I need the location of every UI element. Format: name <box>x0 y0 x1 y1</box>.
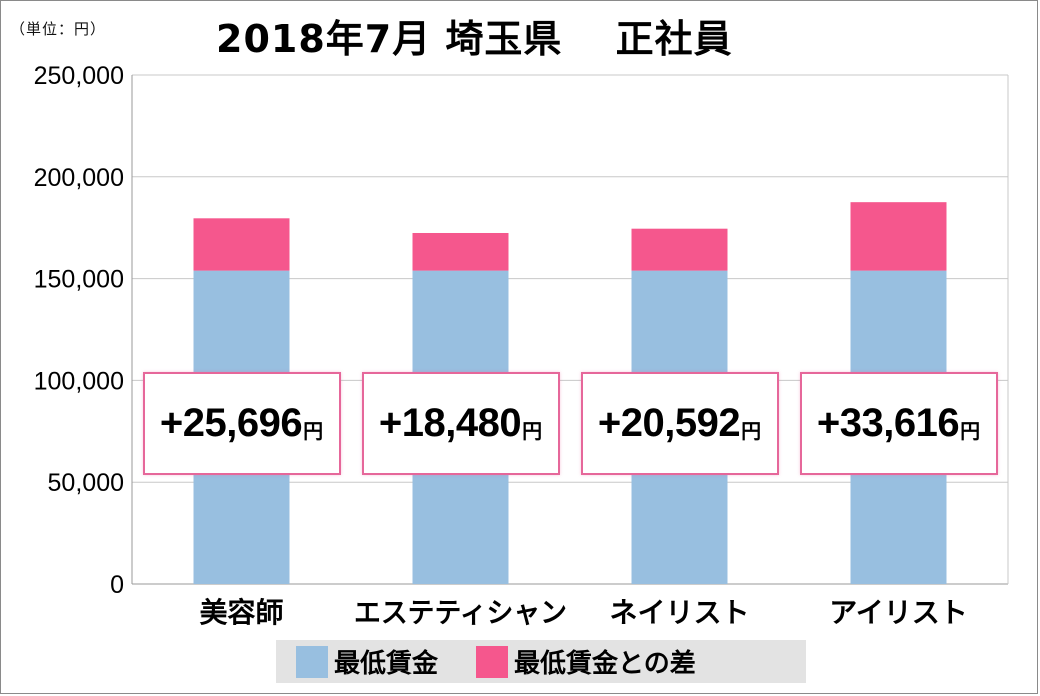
chart-title: 2018年7月 埼玉県 正社員 <box>216 17 733 61</box>
callout-unit: 円 <box>303 419 324 443</box>
legend-label-min-wage: 最低賃金 <box>334 649 439 679</box>
x-tick-label: エステティシャン <box>354 596 567 629</box>
x-tick-label: 美容師 <box>199 596 283 629</box>
legend-item-min-wage: 最低賃金 <box>296 643 438 680</box>
callout-value: +33,616 <box>816 401 960 445</box>
callout-unit: 円 <box>960 419 981 443</box>
callout-unit: 円 <box>522 419 543 443</box>
y-tick-label: 100,000 <box>34 367 124 395</box>
bar-diff <box>850 202 947 271</box>
legend: 最低賃金 最低賃金との差 <box>276 640 806 683</box>
difference-callout: +33,616 円 <box>799 372 998 475</box>
difference-callout: +25,696 円 <box>142 372 341 475</box>
x-tick-label: ネイリスト <box>609 596 749 629</box>
callout-unit: 円 <box>741 419 762 443</box>
x-tick-label: アイリスト <box>829 596 968 629</box>
difference-callout: +20,592 円 <box>580 372 779 475</box>
legend-label-diff: 最低賃金との差 <box>514 649 696 679</box>
callout-value: +25,696 <box>159 401 303 445</box>
y-tick-label: 200,000 <box>34 164 124 192</box>
legend-swatch-min-wage <box>296 645 328 678</box>
bar-diff <box>412 232 509 271</box>
y-tick-label: 0 <box>110 571 124 599</box>
legend-swatch-diff <box>476 645 509 678</box>
y-tick-label: 50,000 <box>48 469 124 497</box>
callout-value: +20,592 <box>597 401 741 445</box>
callout-value: +18,480 <box>378 401 522 445</box>
legend-item-diff: 最低賃金との差 <box>476 643 696 680</box>
bar-diff <box>631 228 728 271</box>
bar-diff <box>193 218 290 271</box>
difference-callout: +18,480 円 <box>361 372 560 475</box>
unit-label: （単位：円） <box>10 20 107 38</box>
y-tick-label: 250,000 <box>34 62 124 90</box>
y-tick-label: 150,000 <box>34 266 124 294</box>
